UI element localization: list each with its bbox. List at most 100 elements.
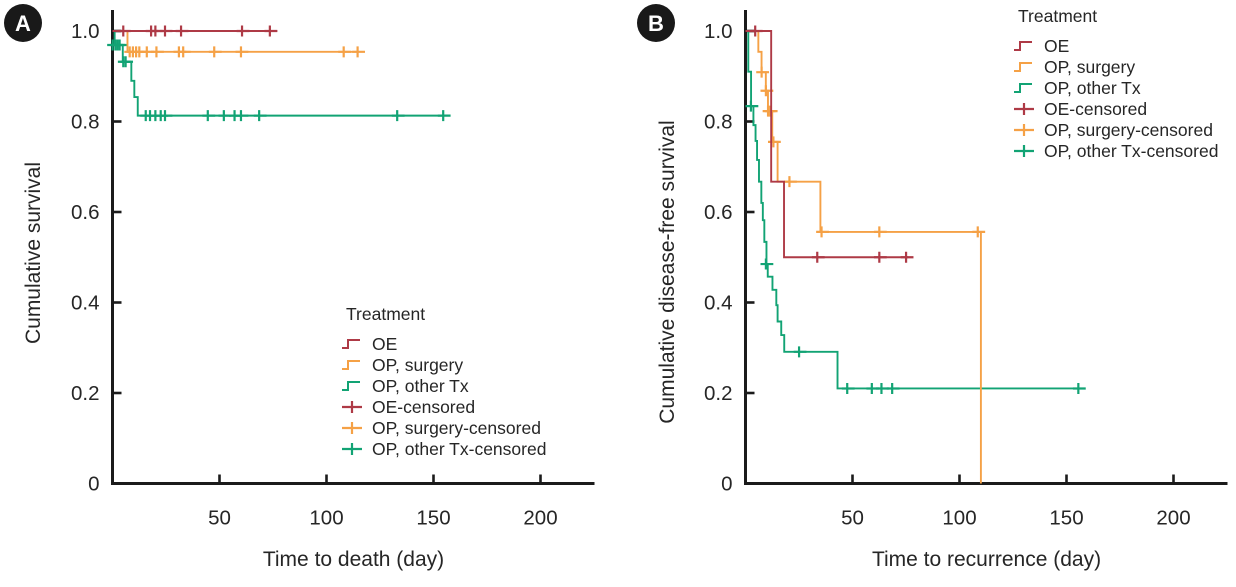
y-tick-label: 0.4 [71,292,100,315]
legend-step-icon [1014,83,1032,93]
censor-mark-op-surgery [235,46,249,58]
censor-mark-op-other-tx [159,110,173,122]
badge-circle [637,4,675,42]
censor-plus-icon [208,46,222,58]
legend-item-label: OE [372,334,397,354]
censor-plus-icon [159,110,173,122]
censor-mark-oe [900,251,914,263]
censor-plus-icon [235,110,249,122]
km-series-op-other-tx [107,30,451,122]
x-axis-label: Time to death (day) [263,548,444,571]
badge-letter: B [648,11,664,36]
legend-item-label: OP, other Tx [1044,78,1141,98]
censor-mark-op-surgery [208,46,222,58]
legend-censor-icon [342,422,362,434]
censor-mark-op-other-tx [745,100,759,112]
censor-plus-icon [886,382,900,394]
censor-plus-icon [972,226,986,238]
censor-mark-oe [811,251,825,263]
legend-item-label: OE [1044,36,1069,56]
legend-censor-icon [1014,145,1034,157]
legend-step-icon [1014,41,1032,51]
censor-mark-op-other-tx [120,56,134,68]
legend-censor-icon [342,443,362,455]
x-axis-label: Time to recurrence (day) [872,548,1101,571]
legend-item-label: OP, other Tx-censored [1044,141,1218,161]
censor-mark-oe [749,25,763,37]
legend-item-label: OP, surgery [1044,57,1135,77]
x-tick-label: 150 [416,507,450,530]
badge-circle [4,4,42,42]
censor-plus-icon [756,66,770,78]
censor-mark-oe [236,25,250,37]
censor-mark-oe [264,25,278,37]
y-tick-label: 0.8 [704,111,733,134]
legend-item-op-surgery-censored: OP, surgery-censored [1014,120,1213,140]
censor-plus-icon [391,110,405,122]
panel-badge-a: A [4,4,42,42]
y-tick-label: 0.8 [71,111,100,134]
x-tick-label: 100 [309,507,343,530]
legend-step-icon [342,381,360,391]
legend-item-op-surgery-censored: OP, surgery-censored [342,418,541,438]
censor-plus-icon [876,382,889,394]
y-axis-label: Cumulative disease-free survival [656,120,679,423]
km-series-op-other-tx [745,30,1086,394]
censor-mark-op-surgery [767,136,781,148]
legend-item-op-other-tx: OP, other Tx [342,376,469,396]
censor-plus-icon [235,46,249,58]
censor-mark-op-other-tx [202,110,216,122]
legend-item-oe: OE [342,334,397,354]
censor-plus-icon [253,110,267,122]
axis-lines [111,10,595,485]
censor-plus-icon [749,25,763,37]
censor-mark-op-surgery [816,226,829,238]
censor-plus-icon [873,251,887,263]
censor-mark-op-surgery [756,66,770,78]
x-tick-label: 200 [1156,507,1190,530]
axes: 1.0 0.8 0.6 0.4 0.2 0 50 100 150 200 [71,10,595,530]
panel-b: 1.0 0.8 0.6 0.4 0.2 0 50 100 150 200 Time to recur… [637,4,1228,571]
legend-item-label: OE-censored [372,397,475,417]
legend-item-op-surgery: OP, surgery [1014,57,1135,77]
censor-plus-icon [120,56,134,68]
y-tick-label: 0 [721,473,732,496]
censor-plus-icon [175,25,189,37]
km-curve-oe [745,30,909,259]
x-tick-label: 100 [942,507,976,530]
panel-a: 1.0 0.8 0.6 0.4 0.2 0 50 100 150 200 Time to death… [4,4,595,571]
y-tick-label: 1.0 [71,20,100,43]
censor-mark-op-other-tx [1072,382,1086,394]
censor-plus-icon [159,25,173,37]
legend-censor-icon [342,401,362,413]
legend-step-icon [1014,62,1032,72]
censor-plus-icon [177,46,191,58]
censor-mark-op-surgery [151,46,164,58]
censor-mark-op-surgery [338,46,352,58]
panel-badge-b: B [637,4,675,42]
y-tick-label: 0.4 [704,292,733,315]
legend-item-label: OE-censored [1044,99,1147,119]
legend-item-label: OP, other Tx [372,376,469,396]
censor-plus-icon [745,100,759,112]
censor-plus-icon [264,25,278,37]
censor-plus-icon [338,46,352,58]
legend-item-label: OP, other Tx-censored [372,439,546,459]
legend-item-op-surgery: OP, surgery [342,355,463,375]
censor-mark-op-other-tx [886,382,900,394]
km-series-oe [112,25,278,37]
censor-mark-oe [159,25,173,37]
legend-item-op-other-tx: OP, other Tx [1014,78,1141,98]
km-curve-op-other-tx [112,30,445,117]
censor-plus-icon [900,251,914,263]
censor-plus-icon [816,226,829,238]
legend-censor-icon [1014,103,1034,115]
legend-censor-icon [1014,124,1034,136]
censor-plus-icon [218,110,232,122]
censor-mark-oe [175,25,189,37]
legend-item-label: OP, surgery-censored [372,418,541,438]
axis-lines [744,10,1228,485]
censor-mark-oe [117,25,131,37]
